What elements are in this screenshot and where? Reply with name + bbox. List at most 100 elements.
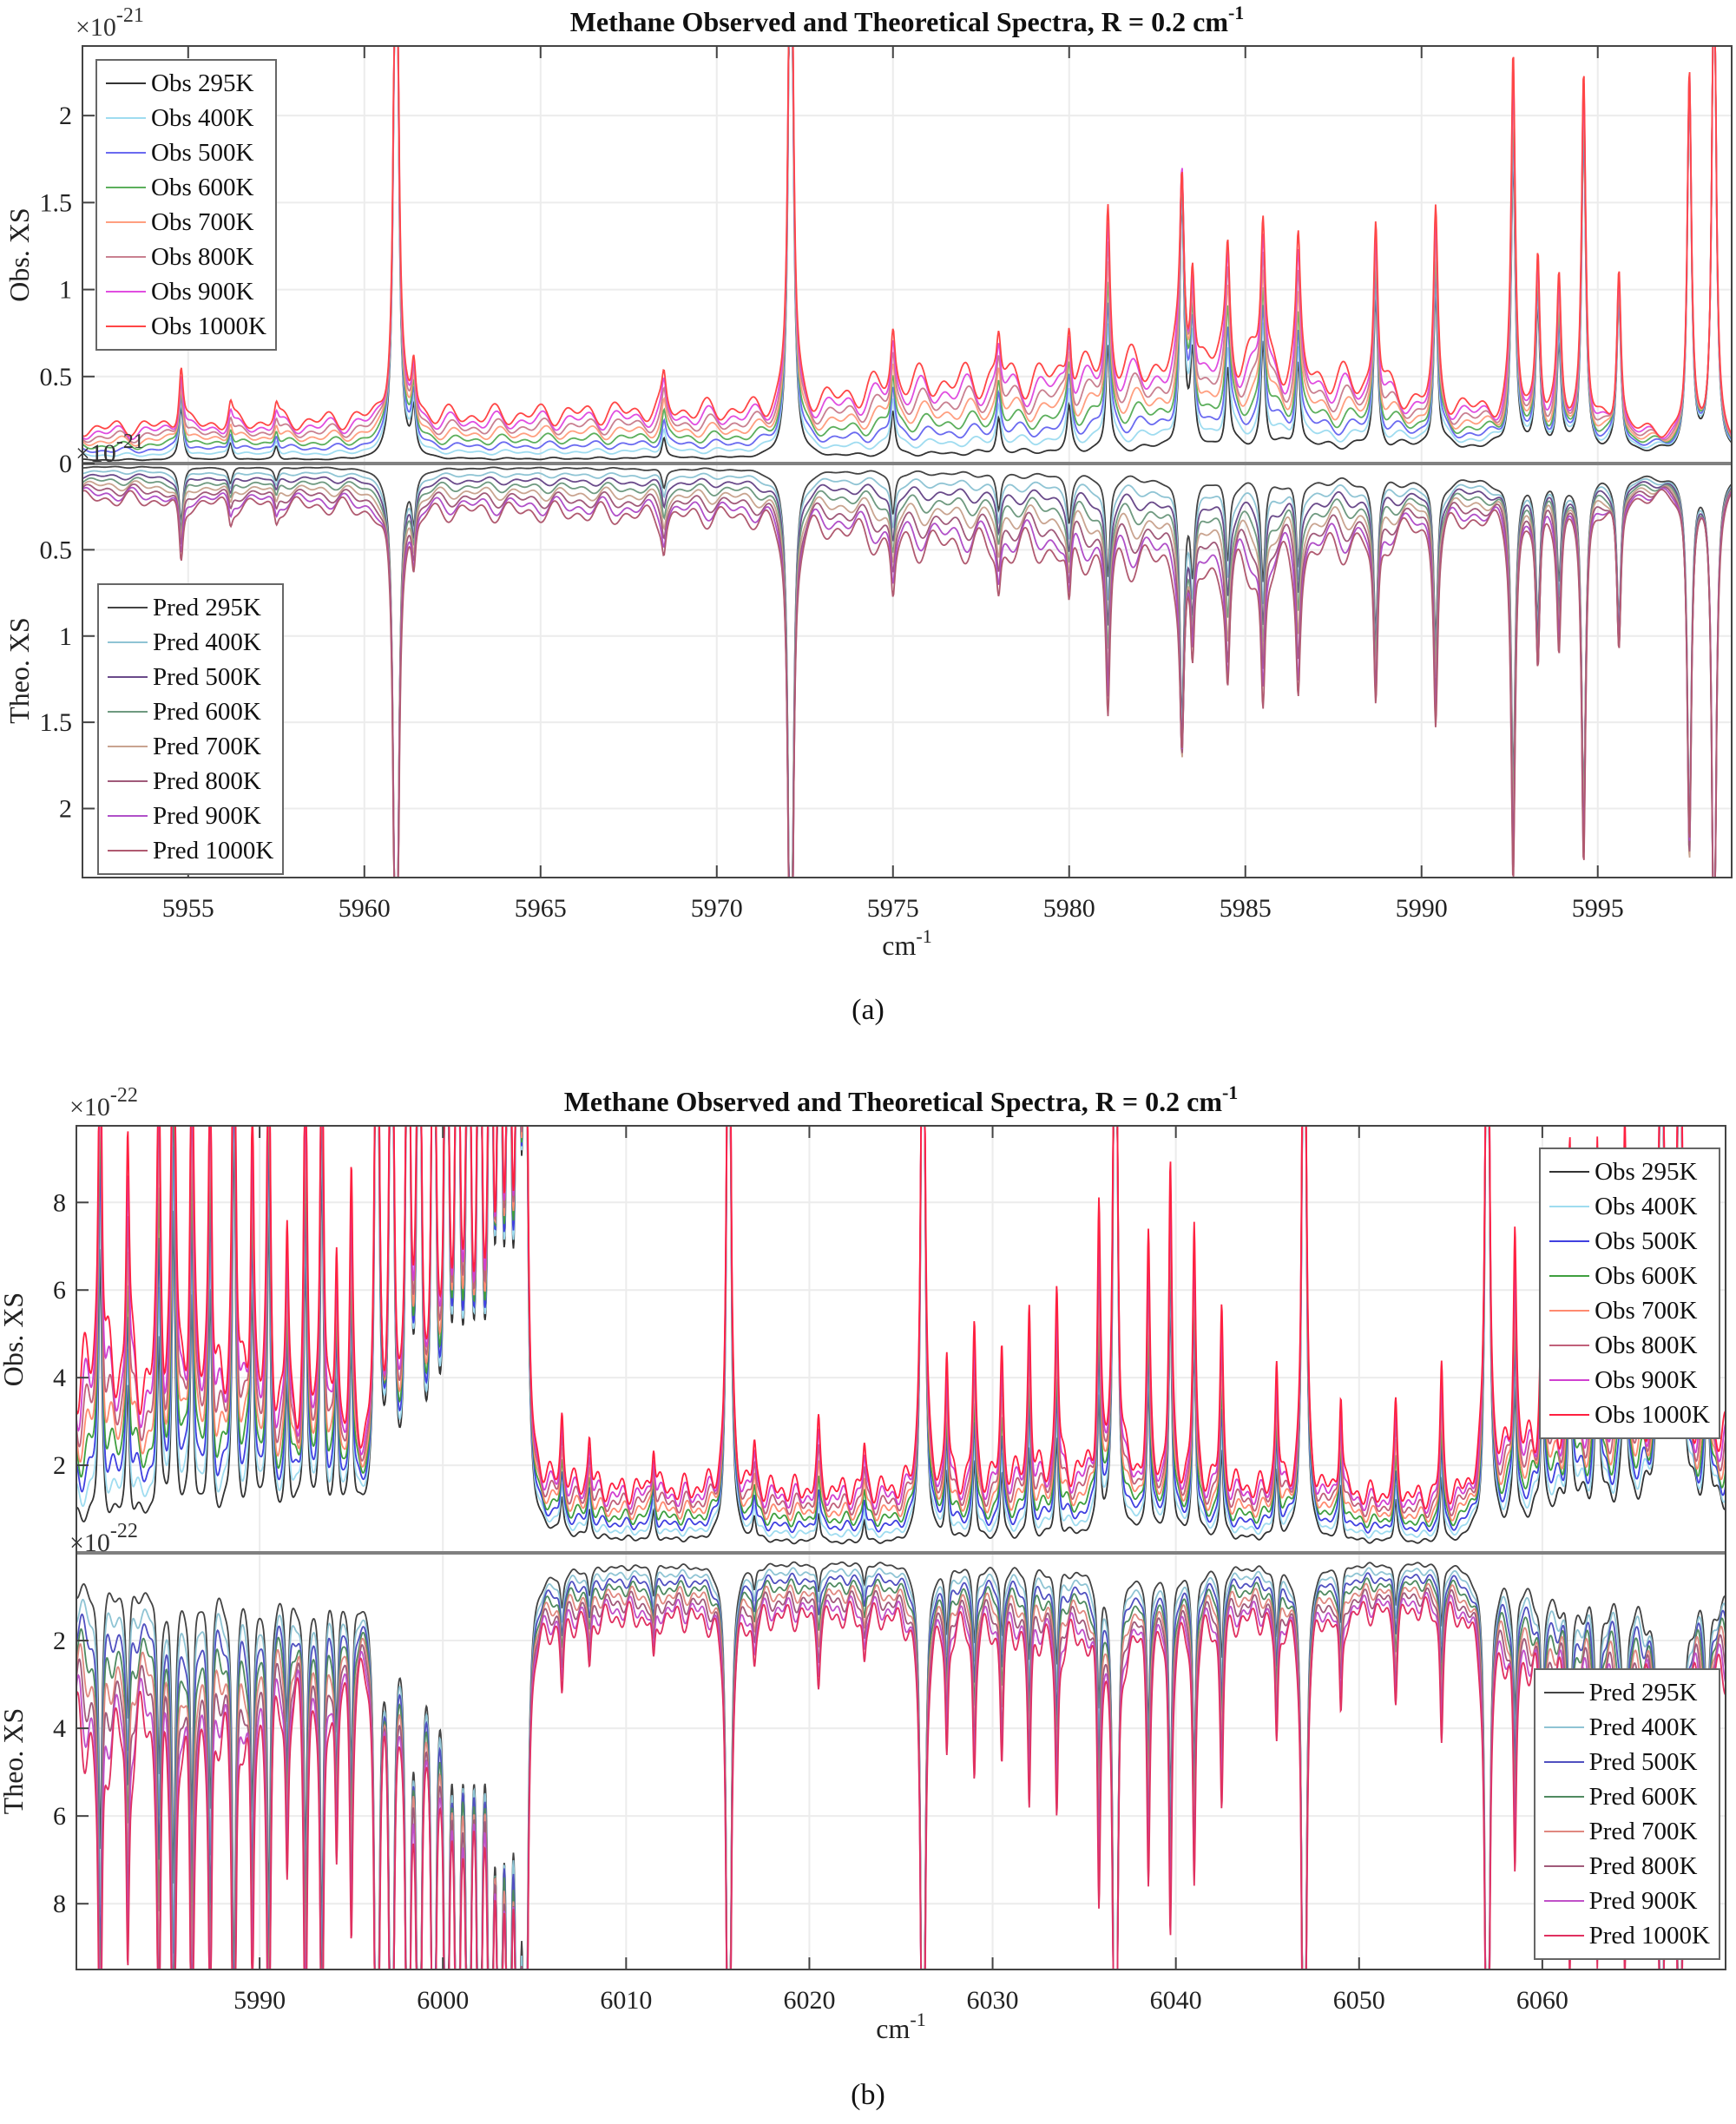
x-axis-label-main: cm: [876, 2013, 910, 2044]
legend-swatch: [1549, 1240, 1590, 1242]
legend-swatch: [108, 676, 148, 678]
legend-entry: Pred 1000K: [1543, 1918, 1710, 1953]
legend-entry: Pred 1000K: [108, 833, 273, 868]
legend-swatch: [1543, 1761, 1584, 1763]
legend-swatch: [1543, 1726, 1584, 1728]
series-line-obs-700k: [82, 46, 1732, 447]
legend-entry: Pred 700K: [1543, 1814, 1710, 1849]
panel-caption: (b): [851, 2079, 885, 2111]
legend-label: Pred 500K: [153, 663, 261, 691]
series-line-obs-1000k: [76, 1126, 1726, 1510]
y-tick-label-obs: 1.5: [40, 188, 73, 217]
y-tick-label-obs: 2: [53, 1451, 66, 1480]
panel-a: 5955 5960 5965 5970 5975 5980 5985 5990 5995 0 0.5…: [3, 2, 1733, 961]
legend-label: Obs 295K: [1595, 1158, 1698, 1186]
exponent-label-theo: ×10-21: [76, 431, 144, 468]
x-axis-label-main: cm: [882, 930, 916, 961]
y-tick-label-obs: 0.5: [40, 363, 73, 391]
exponent-base: ×10: [69, 1093, 110, 1121]
legend-label: Pred 700K: [1588, 1818, 1698, 1845]
chart-title-sup: -1: [1222, 1082, 1238, 1103]
legend-swatch: [1543, 1796, 1584, 1798]
legend-label: Obs 400K: [1595, 1193, 1698, 1220]
legend-label: Obs 295K: [151, 69, 254, 97]
legend-label: Pred 800K: [1588, 1852, 1698, 1880]
legend-label: Obs 600K: [151, 174, 254, 201]
exponent-power: -21: [116, 431, 144, 453]
legend-swatch: [106, 326, 146, 327]
series-line-pred-700k: [82, 480, 1732, 878]
legend-label: Pred 700K: [153, 733, 261, 760]
legend-entry: Pred 295K: [1543, 1675, 1710, 1710]
legend-label: Pred 1000K: [153, 837, 274, 865]
legend-label: Pred 1000K: [1588, 1922, 1710, 1950]
legend-label: Pred 600K: [153, 698, 261, 726]
series-group: [76, 1126, 1726, 1969]
x-tick-label: 5960: [339, 894, 391, 923]
legend-entry: Obs 600K: [106, 170, 266, 205]
legend-label: Pred 295K: [1588, 1679, 1698, 1706]
y-tick-label-theo: 2: [53, 1627, 66, 1655]
exponent-power: -22: [110, 1520, 138, 1542]
series-line-pred-1000k: [82, 489, 1732, 878]
legend-label: Pred 295K: [153, 594, 261, 621]
chart-title-main: Methane Observed and Theoretical Spectra…: [564, 1086, 1223, 1117]
legend-label: Obs 1000K: [151, 312, 266, 340]
legend-label: Obs 900K: [1595, 1366, 1698, 1394]
legend-label: Pred 400K: [153, 628, 261, 656]
legend-entry: Pred 400K: [108, 625, 273, 660]
y-axis-label-theo: Theo. XS: [3, 617, 35, 724]
legend-swatch: [1543, 1865, 1584, 1867]
legend-label: Obs 700K: [1595, 1297, 1698, 1325]
x-axis-label-sup: -1: [916, 925, 931, 947]
series-group: [82, 46, 1732, 878]
legend-swatch: [1549, 1206, 1590, 1207]
legend-entry: Obs 700K: [106, 205, 266, 240]
y-tick-label-obs: 0: [59, 450, 72, 478]
x-axis-label: cm-1: [876, 2009, 925, 2044]
y-tick-label-theo: 8: [53, 1890, 66, 1918]
y-tick-label-theo: 1: [59, 622, 72, 651]
legend-entry: Obs 1000K: [1549, 1397, 1710, 1432]
legend-swatch: [108, 850, 148, 852]
legend-swatch: [1543, 1692, 1584, 1693]
x-tick-label: 6000: [417, 1986, 469, 2015]
legend-entry: Pred 600K: [108, 694, 273, 729]
legend-label: Obs 800K: [151, 243, 254, 271]
legend-swatch: [106, 187, 146, 188]
y-tick-label-obs: 2: [59, 102, 72, 130]
series-line-pred-600k: [82, 477, 1732, 878]
legend-entry: Pred 500K: [108, 660, 273, 694]
legend-swatch: [1549, 1414, 1590, 1416]
legend-entry: Obs 1000K: [106, 309, 266, 344]
legend-entry: Obs 400K: [1549, 1189, 1710, 1224]
legend-swatch: [106, 82, 146, 84]
series-line-obs-1000k: [82, 46, 1732, 438]
x-tick-label: 5985: [1220, 894, 1272, 923]
y-axis-label-theo: Theo. XS: [0, 1708, 29, 1815]
y-tick-label-theo: 4: [53, 1714, 66, 1743]
y-tick-label-theo: 0.5: [40, 536, 73, 564]
legend-swatch: [108, 815, 148, 817]
legend-entry: Obs 500K: [1549, 1224, 1710, 1259]
legend-label: Pred 800K: [153, 767, 261, 795]
exponent-power: -21: [116, 4, 144, 27]
y-tick-label-theo: 6: [53, 1802, 66, 1831]
legend-label: Obs 1000K: [1595, 1401, 1710, 1429]
series-line-pred-295k: [82, 465, 1732, 878]
x-tick-label: 5990: [233, 1986, 286, 2015]
panel-b: 5990 6000 6010 6020 6030 6040 6050 6060 2 4 6 8 2 4 6 8…: [0, 1082, 1726, 2044]
exponent-base: ×10: [76, 13, 116, 42]
legend-label: Obs 700K: [151, 208, 254, 236]
y-tick-label-obs: 6: [53, 1276, 66, 1305]
legend-swatch: [106, 221, 146, 223]
x-axis-label-sup: -1: [910, 2009, 925, 2030]
x-tick-label: 5970: [691, 894, 743, 923]
legend-entry: Obs 600K: [1549, 1259, 1710, 1293]
panel-caption: (a): [852, 994, 884, 1026]
axes-box: [76, 1125, 1726, 1970]
exponent-label-obs: ×10-21: [76, 4, 144, 42]
legend-swatch: [1549, 1171, 1590, 1173]
legend-swatch: [1549, 1379, 1590, 1381]
legend-swatch: [106, 152, 146, 154]
